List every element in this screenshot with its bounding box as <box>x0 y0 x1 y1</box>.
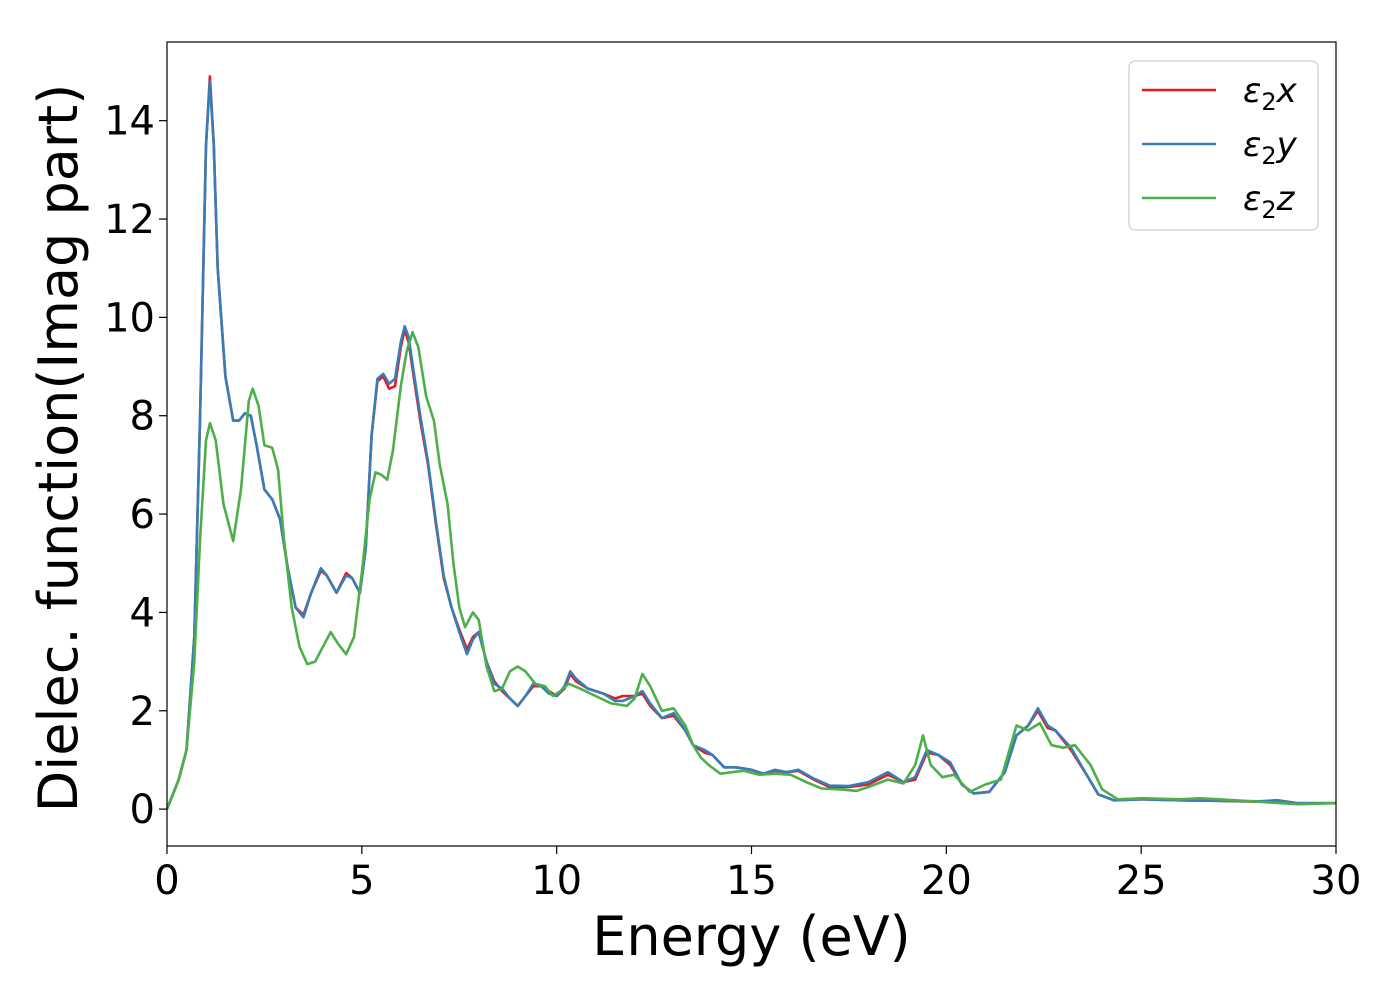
y-tick-label: 12 <box>104 197 155 243</box>
y-tick-label: 8 <box>130 394 155 440</box>
x-tick-label: 5 <box>349 858 374 904</box>
y-tick-label: 14 <box>104 99 155 145</box>
y-tick-label: 2 <box>130 689 155 735</box>
y-axis-label: Dielec. function(Imag part) <box>27 84 90 813</box>
legend-box <box>1128 60 1319 231</box>
x-tick-label: 0 <box>154 858 179 904</box>
series-line <box>165 330 1337 810</box>
axes-frame <box>166 41 1337 847</box>
series-lines <box>165 75 1337 810</box>
y-tick-label: 4 <box>130 590 155 636</box>
x-tick-label: 10 <box>531 858 582 904</box>
x-axis-label: Energy (eV) <box>592 905 911 968</box>
x-axis-ticks: 0 5 10 15 20 25 30 <box>154 846 1361 904</box>
y-tick-label: 0 <box>130 787 155 833</box>
legend-label: ε2x <box>1243 71 1298 116</box>
y-tick-label: 6 <box>130 492 155 538</box>
y-axis-ticks: 0 2 4 6 8 10 12 14 <box>104 99 167 833</box>
legend-label: ε2z <box>1243 179 1296 224</box>
y-tick-label: 10 <box>104 295 155 341</box>
x-tick-label: 20 <box>921 858 972 904</box>
legend: ε2x ε2y ε2z <box>1128 60 1319 231</box>
x-tick-label: 15 <box>726 858 777 904</box>
x-tick-label: 30 <box>1311 858 1362 904</box>
x-tick-label: 25 <box>1116 858 1167 904</box>
legend-label: ε2y <box>1243 125 1298 170</box>
